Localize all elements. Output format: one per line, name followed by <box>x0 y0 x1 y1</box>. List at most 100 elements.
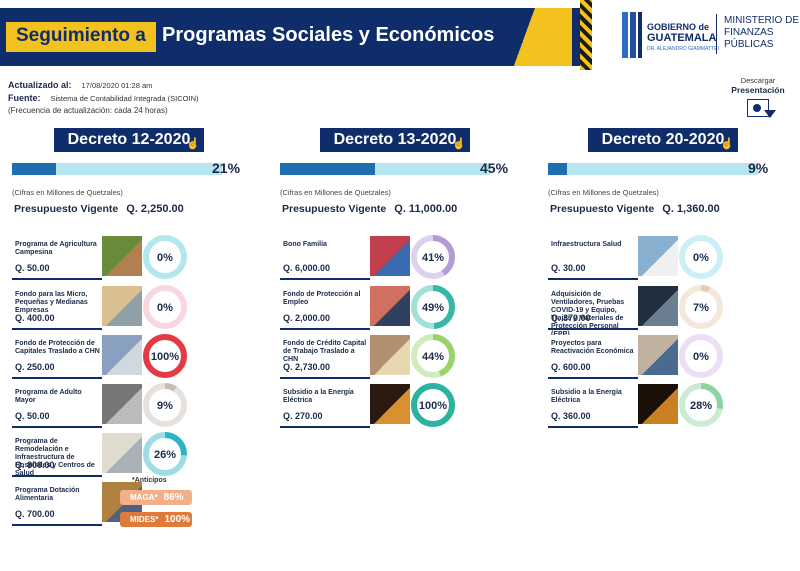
logo-separator <box>716 14 717 54</box>
decree-tab[interactable]: Decreto 12-2020 ☝ <box>54 128 204 152</box>
cifras-note: (Cifras en Millones de Quetzales) <box>548 188 659 197</box>
download-arrow-icon <box>764 110 776 118</box>
program-name: Fondo de Protección al Empleo <box>283 291 361 306</box>
download-presentation-button[interactable]: Descargar Presentación <box>728 76 788 122</box>
program-progress: 41% <box>410 234 456 280</box>
budget-line: Presupuesto Vigente Q. 2,250.00 <box>14 203 184 215</box>
program-name: Fondo de Crédito Capital de Trabajo Tras… <box>283 340 367 363</box>
program-name: Programa de Adulto Mayor <box>15 389 82 404</box>
ring-percent: 44% <box>422 351 444 363</box>
program-photo <box>370 236 410 276</box>
progress-ring: 0% <box>143 235 187 279</box>
progress-ring: 26% <box>143 432 187 476</box>
ring-percent: 28% <box>690 400 712 412</box>
ring-fill <box>679 285 723 329</box>
program-amount: Q. 370.00 <box>551 313 591 323</box>
program-progress: 0% <box>678 234 724 280</box>
program-name: Fondo para las Micro, Pequeñas y Mediana… <box>15 291 88 314</box>
ring-percent: 0% <box>157 302 173 314</box>
ring-percent: 0% <box>157 252 173 264</box>
program-item[interactable]: Subsidio a la Energía Eléctrica Q. 360.00… <box>548 383 758 428</box>
program-item[interactable]: Adquisición de Ventiladores, Pruebas COV… <box>548 285 758 338</box>
decree-tab[interactable]: Decreto 20-2020 ☝ <box>588 128 738 152</box>
decree-tab[interactable]: Decreto 13-2020 ☝ <box>320 128 470 152</box>
header-yellow-tab <box>6 22 156 52</box>
program-photo <box>638 335 678 375</box>
anticipo-label: MIDES* <box>130 515 159 524</box>
program-card: Fondo de Protección de Capitales Traslad… <box>12 335 102 379</box>
program-amount: Q. 270.00 <box>283 411 323 421</box>
budget-label: Presupuesto Vigente <box>14 203 119 215</box>
program-photo <box>102 384 142 424</box>
budget-progress-bar <box>12 163 222 175</box>
program-item[interactable]: Fondo de Protección de Capitales Traslad… <box>12 334 222 379</box>
presentation-label: Presentación <box>731 85 785 95</box>
program-item[interactable]: Fondo para las Micro, Pequeñas y Mediana… <box>12 285 222 330</box>
program-name: Subsidio a la Energía Eléctrica <box>551 389 622 404</box>
header-stripes <box>580 0 592 70</box>
ring-fill <box>143 334 187 378</box>
anticipo-value: 86% <box>163 492 184 503</box>
decree-title: Decreto 20-2020 <box>601 131 725 148</box>
program-name: Infraestructura Salud <box>551 241 622 248</box>
program-item[interactable]: Bono Familia Q. 6,000.00 41% <box>280 234 490 280</box>
budget-progress-bar <box>548 163 758 175</box>
ring-percent: 0% <box>693 351 709 363</box>
program-item[interactable]: Programa de Adulto Mayor Q. 50.00 9% <box>12 383 222 428</box>
program-photo <box>638 286 678 326</box>
anticipos-label: *Anticipos <box>132 477 167 484</box>
header-title-b: Programas Sociales y Económicos <box>162 24 495 46</box>
program-progress: 44% <box>410 333 456 379</box>
ring-percent: 0% <box>693 252 709 264</box>
decree-title: Decreto 12-2020 <box>67 131 191 148</box>
program-card: Programa de Adulto Mayor Q. 50.00 <box>12 384 102 428</box>
program-amount: Q. 360.00 <box>551 411 591 421</box>
program-item[interactable]: Subsidio a la Energía Eléctrica Q. 270.00… <box>280 383 490 428</box>
program-amount: Q. 600.00 <box>551 362 591 372</box>
program-item[interactable]: Fondo de Crédito Capital de Trabajo Tras… <box>280 333 490 379</box>
program-amount: Q. 2,000.00 <box>283 313 331 323</box>
ring-track <box>679 235 723 279</box>
ring-fill <box>143 383 187 427</box>
ring-fill <box>411 285 455 329</box>
program-card: Programa Dotación Alimentaria Q. 700.00 <box>12 482 102 526</box>
progress-ring: 100% <box>143 334 187 378</box>
ring-percent: 41% <box>422 252 444 264</box>
program-item[interactable]: Programa de Remodelación e Infraestructu… <box>12 431 222 477</box>
header-title-a: Seguimiento a <box>16 25 146 46</box>
program-item[interactable]: Infraestructura Salud Q. 30.00 0% <box>548 234 758 280</box>
program-card: Adquisición de Ventiladores, Pruebas COV… <box>548 286 638 338</box>
program-card: Infraestructura Salud Q. 30.00 <box>548 236 638 280</box>
ring-fill <box>411 235 455 279</box>
ring-fill <box>411 383 455 427</box>
program-card: Subsidio a la Energía Eléctrica Q. 360.00 <box>548 384 638 428</box>
budget-label: Presupuesto Vigente <box>282 203 387 215</box>
budget-progress-fill <box>12 163 57 175</box>
updated-value: 17/08/2020 01:28 am <box>81 81 153 90</box>
program-photo <box>638 384 678 424</box>
government-logo: GOBIERNO de GUATEMALA DR. ALEJANDRO GIAM… <box>622 12 719 58</box>
progress-ring: 49% <box>411 285 455 329</box>
ring-percent: 9% <box>157 400 173 412</box>
header: Seguimiento a Programas Sociales y Econó… <box>0 0 800 70</box>
program-card: Fondo de Crédito Capital de Trabajo Tras… <box>280 335 370 379</box>
ring-track <box>679 334 723 378</box>
progress-ring: 0% <box>679 235 723 279</box>
program-item[interactable]: Fondo de Protección al Empleo Q. 2,000.00… <box>280 285 490 330</box>
program-amount: Q. 50.00 <box>15 263 50 273</box>
progress-ring: 7% <box>679 285 723 329</box>
program-name: Programa de Remodelación e Infraestructu… <box>15 438 95 477</box>
progress-ring: 0% <box>679 334 723 378</box>
program-amount: Q. 700.00 <box>15 509 55 519</box>
source-label: Fuente: <box>8 93 41 103</box>
program-photo <box>102 236 142 276</box>
program-amount: Q. 30.00 <box>551 263 586 273</box>
program-name: Adquisición de Ventiladores, Pruebas COV… <box>551 291 625 338</box>
program-item[interactable]: Programa de Agricultura Campesina Q. 50.0… <box>12 235 222 280</box>
program-name: Programa de Agricultura Campesina <box>15 241 97 256</box>
program-item[interactable]: Proyectos para Reactivación Económica Q. … <box>548 334 758 379</box>
program-progress: 26% <box>142 431 188 477</box>
government-flag-icon <box>622 12 642 58</box>
budget-progress-percent: 9% <box>748 160 769 176</box>
gov-line3: DR. ALEJANDRO GIAMMATTEI <box>647 46 719 52</box>
